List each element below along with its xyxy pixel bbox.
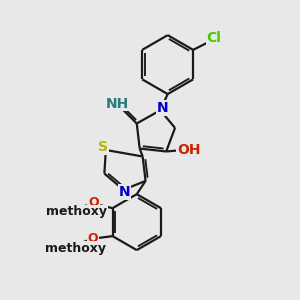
Text: NH: NH xyxy=(105,97,129,111)
Text: methoxy: methoxy xyxy=(74,212,80,213)
Text: methoxy: methoxy xyxy=(46,206,107,218)
Text: methoxy: methoxy xyxy=(45,242,106,255)
Text: methoxy: methoxy xyxy=(45,242,106,255)
Text: methoxy: methoxy xyxy=(78,210,84,212)
Text: N: N xyxy=(119,185,131,199)
Text: S: S xyxy=(98,140,109,154)
Text: methoxy: methoxy xyxy=(46,206,107,218)
Text: N: N xyxy=(157,101,169,115)
Text: Cl: Cl xyxy=(206,31,221,45)
Text: O: O xyxy=(88,232,98,245)
Text: methoxy: methoxy xyxy=(73,248,79,249)
Text: O: O xyxy=(88,196,99,209)
Text: OH: OH xyxy=(177,143,200,157)
